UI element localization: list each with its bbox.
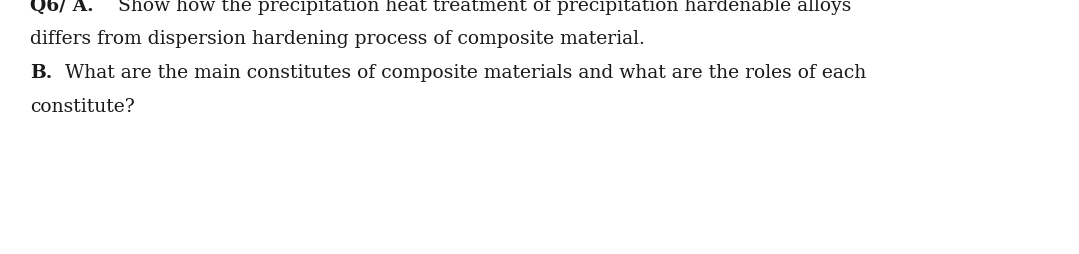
- Text: differs from dispersion hardening process of composite material.: differs from dispersion hardening proces…: [30, 30, 645, 48]
- Text: Q6/ A.: Q6/ A.: [30, 0, 94, 14]
- Text: B.: B.: [30, 64, 53, 82]
- Text: What are the main constitutes of composite materials and what are the roles of e: What are the main constitutes of composi…: [59, 64, 866, 82]
- Text: constitute?: constitute?: [30, 98, 135, 116]
- Text: Show how the precipitation heat treatment of precipitation hardenable alloys: Show how the precipitation heat treatmen…: [112, 0, 851, 14]
